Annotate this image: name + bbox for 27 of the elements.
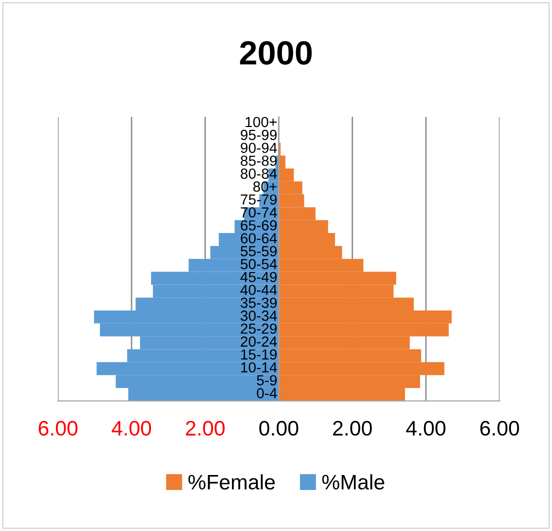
y-tick-label: 5-9 [256, 375, 277, 386]
y-tick-label: 10-14 [241, 362, 277, 373]
y-tick-label: 20-24 [240, 336, 277, 347]
x-tick-label: 6.00 [480, 420, 520, 436]
legend-label: %Female [188, 474, 275, 490]
x-tick-label: 0.00 [259, 420, 298, 436]
y-tick-label: 50-54 [240, 258, 277, 270]
y-tick-label: 40-44 [240, 284, 277, 296]
y-tick-label: 90-94 [240, 142, 277, 154]
chart-title: 2000 [240, 41, 312, 65]
y-tick-label: 55-59 [240, 246, 277, 256]
y-tick-label: 35-39 [240, 298, 277, 308]
y-tick-label: 45-49 [240, 272, 277, 282]
x-tick-label: 4.00 [112, 420, 152, 436]
y-tick-label: 25-29 [240, 323, 277, 334]
x-tick-label: 6.00 [38, 420, 78, 436]
x-tick-label: 4.00 [406, 420, 446, 436]
y-tick-label: 65-69 [240, 220, 277, 230]
y-tick-label: 95-99 [240, 130, 277, 140]
y-tick-label: 100+ [246, 116, 277, 128]
y-tick-label: 0-4 [256, 388, 277, 398]
y-tick-label: 15-19 [241, 349, 277, 360]
legend-label: %Male [322, 474, 384, 490]
y-tick-label: 60-64 [240, 233, 277, 244]
x-tick-label: 2.00 [333, 420, 372, 436]
y-tick-label: 30-34 [240, 310, 277, 321]
x-tick-label: 2.00 [186, 420, 225, 436]
